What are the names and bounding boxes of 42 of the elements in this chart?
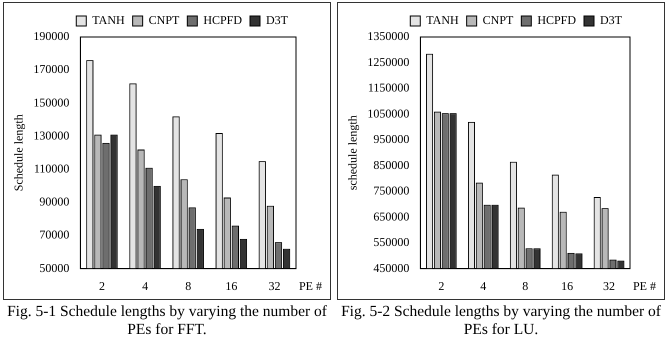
- x-axis-title: PE #: [633, 278, 656, 293]
- y-tick-label: 170000: [33, 62, 70, 76]
- y-tick-label: 1250000: [367, 54, 410, 69]
- y-axis-title: Schedule length: [11, 114, 26, 192]
- legend-label: CNPT: [148, 13, 180, 28]
- x-tick-label: 4: [480, 278, 486, 293]
- y-tick-label: 750000: [373, 184, 410, 198]
- y-tick-label: 1150000: [368, 80, 410, 95]
- y-tick-label: 550000: [373, 235, 410, 250]
- y-tick-label: 850000: [373, 158, 410, 172]
- legend-label: D3T: [266, 13, 289, 28]
- x-tick-label: 8: [522, 278, 528, 293]
- x-tick-label: 8: [185, 278, 192, 293]
- y-axis-title: schedule length: [345, 115, 360, 190]
- legend-label: HCPFD: [537, 13, 576, 28]
- y-tick-label: 130000: [33, 128, 70, 142]
- y-tick-label: 950000: [373, 132, 410, 146]
- y-tick-label: 90000: [39, 194, 70, 209]
- y-tick-label: 50000: [39, 260, 70, 275]
- y-tick-label: 1050000: [367, 106, 410, 120]
- y-tick-label: 450000: [373, 260, 410, 275]
- legend-label: HCPFD: [203, 13, 242, 28]
- y-tick-label: 70000: [39, 228, 70, 242]
- x-tick-label: 4: [142, 278, 148, 293]
- y-tick-label: 190000: [33, 29, 70, 44]
- x-tick-label: 16: [225, 278, 238, 293]
- y-tick-label: 1350000: [367, 29, 410, 44]
- legend-label: CNPT: [482, 13, 514, 28]
- legend-label: TANH: [426, 13, 459, 28]
- x-tick-label: 16: [561, 278, 574, 293]
- y-tick-label: 150000: [33, 95, 70, 110]
- x-tick-label: 32: [603, 278, 616, 293]
- x-tick-label: 2: [98, 278, 105, 293]
- legend-label: D3T: [600, 13, 623, 28]
- x-tick-label: 32: [268, 278, 280, 293]
- y-tick-label: 650000: [373, 209, 410, 224]
- y-tick-label: 110000: [34, 162, 70, 176]
- caption: Fig. 5-1 Schedule lengths by varying the number of PEs for FFT.: [6, 303, 328, 339]
- x-tick-label: 2: [438, 278, 444, 293]
- x-axis-title: PE #: [299, 278, 322, 293]
- caption: Fig. 5-2 Schedule lengths by varying the number of PEs for LU.: [340, 303, 662, 339]
- legend-label: TANH: [92, 13, 125, 28]
